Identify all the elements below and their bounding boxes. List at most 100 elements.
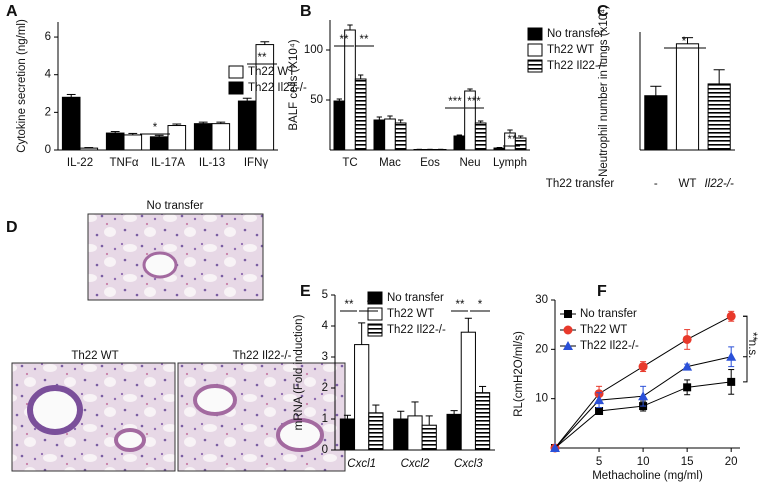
bar — [237, 100, 257, 151]
bar — [333, 100, 346, 151]
y-tick-label: 0 — [322, 444, 328, 456]
y-tick-label: 4 — [322, 320, 329, 332]
line — [554, 315, 732, 449]
histology-image — [177, 362, 346, 472]
bar — [464, 90, 476, 151]
bar — [474, 122, 487, 151]
x-tick-label: IL-17A — [151, 157, 185, 169]
marker — [594, 395, 605, 405]
bar — [514, 137, 527, 151]
bar — [339, 418, 356, 451]
bar — [453, 135, 466, 151]
bar — [211, 123, 231, 151]
panel-label: E — [300, 283, 311, 300]
y-axis-label: BALF cells (X10⁴) — [288, 39, 300, 130]
significance: ** — [340, 34, 349, 46]
bar — [354, 344, 370, 451]
x-tick-label: Lymph — [493, 157, 527, 169]
bar — [446, 413, 462, 451]
y-axis-label: Neutrophil number in lungs (x10⁴) — [598, 5, 610, 177]
y-tick-label: 30 — [535, 294, 548, 306]
bar — [373, 119, 386, 151]
legend-label: Th22 WT — [248, 66, 295, 78]
legend-label: No transfer — [580, 308, 637, 320]
y-tick-label: 0 — [45, 144, 51, 156]
legend-label: No transfer — [547, 28, 604, 40]
bar — [413, 149, 426, 151]
legend-swatch — [228, 81, 244, 95]
x-tick-label: Il22-/- — [704, 178, 734, 190]
bar — [675, 43, 700, 151]
y-tick-label: 2 — [322, 382, 328, 394]
bar — [424, 149, 436, 151]
bar — [421, 424, 437, 451]
bar — [407, 415, 423, 451]
marker — [638, 391, 649, 401]
x-tick-label: Eos — [420, 157, 440, 169]
x-tick-label: IL-13 — [199, 157, 225, 169]
y-axis-label: RL(cmH2O/ml/s) — [513, 331, 525, 417]
y-tick-label: 10 — [535, 393, 548, 405]
significance: * — [153, 122, 158, 134]
significance: ** — [360, 34, 369, 46]
legend-label: Th22 WT — [580, 324, 627, 336]
marker — [727, 377, 736, 386]
marker — [595, 407, 604, 415]
y-axis-label: Cytokine secretion (ng/ml) — [16, 19, 28, 153]
marker — [550, 443, 560, 452]
x-tick-label: Cxcl2 — [401, 458, 430, 470]
bar — [393, 418, 409, 451]
bar — [79, 147, 99, 151]
histology-image — [87, 213, 264, 301]
marker — [682, 334, 692, 344]
significance: * — [367, 299, 372, 311]
image-title: Th22 Il22-/- — [233, 350, 292, 362]
significance: ** — [746, 332, 758, 341]
bar — [123, 134, 143, 151]
x-tick-label: WT — [679, 178, 697, 190]
significance: *** — [467, 96, 481, 108]
y-tick-label: 50 — [310, 94, 323, 106]
bar — [255, 44, 275, 151]
legend-label: Th22 Il22-/- — [547, 60, 606, 72]
bar — [105, 132, 125, 151]
legend-label: Th22 Il22-/- — [580, 340, 639, 352]
bar — [368, 412, 384, 451]
significance: ** — [258, 52, 267, 64]
bar — [193, 123, 213, 151]
legend-swatch — [367, 323, 383, 337]
image-title: Th22 WT — [71, 350, 118, 362]
bar — [149, 136, 169, 151]
y-tick-label: 5 — [322, 289, 328, 301]
panel-label: D — [6, 219, 18, 236]
x-tick-label: TNFα — [109, 157, 138, 169]
x-tick-label: IL-22 — [67, 157, 93, 169]
bar — [434, 149, 447, 151]
significance: n.s. — [746, 340, 758, 359]
legend-label: No transfer — [387, 292, 444, 304]
marker — [563, 325, 573, 335]
bar — [344, 29, 356, 151]
x-tick-label: 5 — [596, 456, 602, 468]
histology-panel: D No transfer Th22 WT Th22 Il22-/- — [6, 200, 346, 472]
x-tick-label: Mac — [379, 157, 401, 169]
y-tick-label: 4 — [45, 69, 52, 81]
y-tick-label: 20 — [535, 343, 548, 355]
x-axis-label: Th22 transfer — [546, 178, 615, 190]
image-title: No transfer — [147, 200, 204, 212]
airway — [142, 251, 178, 279]
bar — [61, 96, 81, 151]
vessel — [114, 428, 146, 452]
legend-label: Th22 Il22-/- — [248, 82, 307, 94]
x-tick-label: 15 — [681, 456, 694, 468]
legend-swatch — [527, 59, 543, 73]
y-tick-label: 1 — [322, 413, 328, 425]
significance: ** — [456, 299, 465, 311]
x-tick-label: 20 — [725, 456, 738, 468]
legend-swatch — [527, 43, 543, 57]
bar — [474, 392, 491, 451]
x-tick-label: IFNγ — [244, 157, 269, 169]
x-tick-label: Cxcl3 — [454, 458, 483, 470]
x-axis-label: Methacholine (mg/ml) — [592, 470, 703, 482]
